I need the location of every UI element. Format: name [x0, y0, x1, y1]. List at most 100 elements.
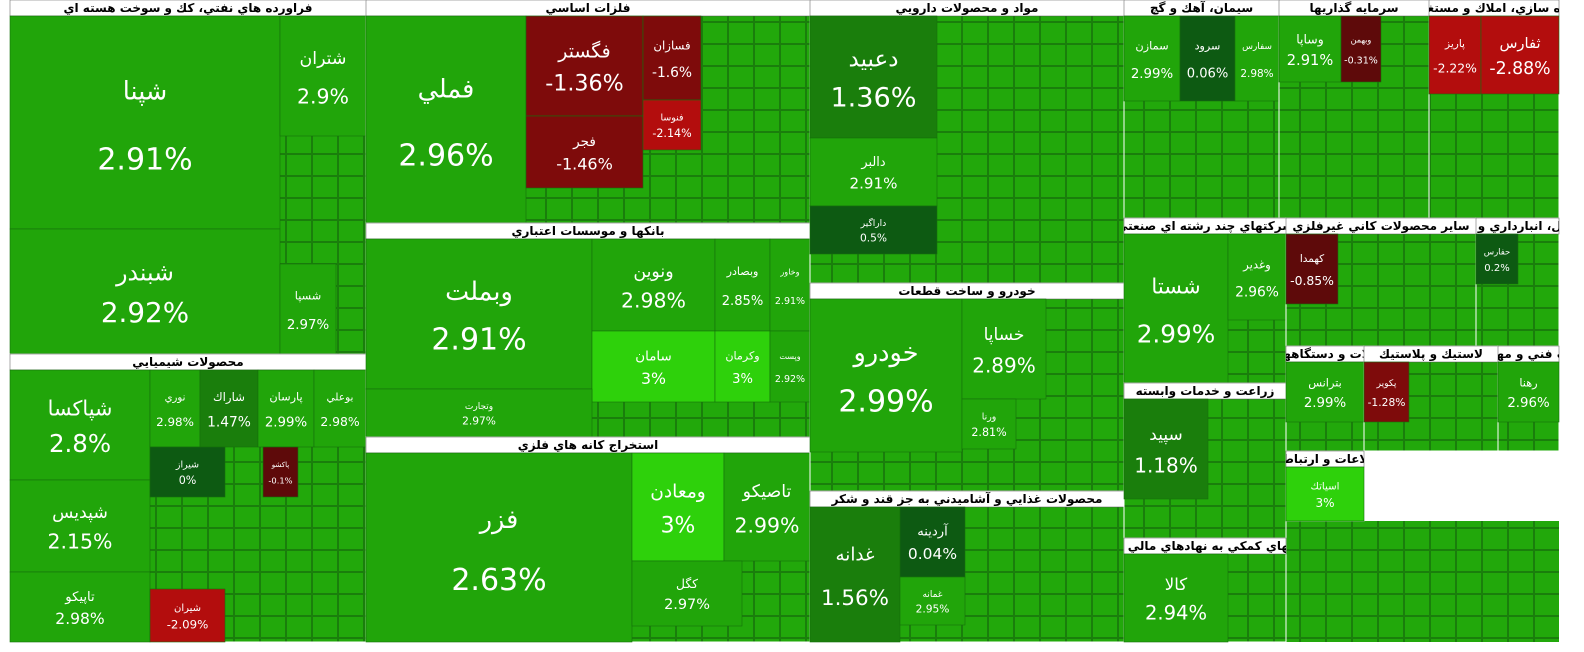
stock-name: فگستر — [557, 41, 610, 63]
stock-tile — [1123, 398, 1209, 500]
stock-name: وغدير — [1242, 257, 1271, 272]
stock-change: 2.96% — [1235, 284, 1279, 300]
stock-tile — [257, 369, 315, 448]
stock-change: 3% — [641, 369, 666, 388]
sector-title: محصولات غذايي و آشاميدني به جز قند و شكر — [831, 491, 1103, 507]
stock-tile — [809, 205, 938, 255]
stock-tile — [1497, 361, 1560, 423]
stock-name: فملي — [418, 75, 475, 105]
stock-tile — [1475, 233, 1519, 285]
sector-title: فلزات اساسي — [546, 1, 631, 15]
stock-name: ونوين — [633, 262, 673, 282]
sector-title: خودرو و ساخت قطعات — [898, 284, 1035, 299]
stock-change: 1.36% — [830, 82, 916, 113]
stock-change: 2.99% — [1131, 67, 1173, 82]
stock-tile — [1285, 361, 1365, 423]
stock-change: 2.97% — [462, 415, 496, 428]
stock-name: دالبر — [860, 155, 885, 170]
stock-name: پارسان — [269, 390, 302, 405]
stock-tile — [1340, 15, 1382, 83]
stock-name: شتران — [299, 49, 346, 69]
sector-title: استخراج كانه هاي فلزي — [518, 438, 659, 452]
stock-name: بوعلي — [327, 392, 354, 404]
stock-tile — [9, 571, 151, 643]
stock-tile — [1179, 15, 1236, 102]
stock-tile — [313, 369, 367, 448]
stock-tile — [279, 263, 337, 355]
sector: فراورده هاي نفتي، كك و سوخت هسته اي شپنا 2… — [9, 0, 367, 355]
stock-name: سامان — [635, 350, 671, 365]
stock-name: نوري — [165, 393, 186, 404]
stock-name: ومعادن — [650, 481, 706, 502]
stock-change: 2.96% — [398, 138, 493, 173]
stock-change: 2.98% — [320, 415, 360, 429]
stock-name: كهمدا — [1300, 253, 1324, 265]
sector: خدمات فني و مهندسي رهنا 2.96% — [1497, 345, 1560, 452]
stock-change: 2.95% — [916, 603, 950, 616]
stock-tile — [714, 330, 771, 403]
sector: محصولات غذايي و آشاميدني به جز قند و شكر… — [809, 490, 1125, 643]
sector-title: انبوه سازي، املاك و مستغلات — [1406, 1, 1581, 16]
stock-change: 2.99% — [1137, 319, 1216, 348]
sector-title: فعاليتهاي كمكي به نهادهاي مالي واسط — [1087, 539, 1322, 554]
stock-name: فسازان — [653, 39, 690, 54]
stock-change: 2.89% — [972, 354, 1036, 378]
stock-tile — [591, 330, 716, 403]
stock-change: 2.99% — [838, 385, 933, 420]
stock-name: سرود — [1195, 40, 1221, 53]
stock-tile — [899, 576, 966, 626]
stock-name: شپديس — [52, 503, 108, 523]
stock-tile — [769, 238, 811, 332]
stock-tile — [1123, 15, 1181, 102]
stock-change: 0.06% — [1187, 66, 1229, 81]
stock-change: -1.6% — [652, 65, 692, 81]
stock-tile — [1285, 233, 1339, 305]
stock-tile — [809, 15, 938, 139]
stock-name: وتجارت — [465, 402, 493, 412]
stock-change: -2.14% — [652, 127, 691, 140]
stock-name: دعبيد — [849, 46, 899, 72]
stock-name: سپيد — [1149, 425, 1182, 445]
sector: استخراج كانه هاي فلزي فزر 2.63% ومعادن 3% تاص… — [365, 436, 811, 643]
stock-tile — [809, 298, 963, 453]
sector: محصولات شيميايي شپاكسا 2.8% شپديس 2.15% تاپيك… — [9, 353, 367, 643]
stock-tile — [809, 137, 938, 207]
sector: خودرو و ساخت قطعات خودرو 2.99% خساپا 2.89% ور… — [809, 282, 1125, 492]
stock-tile — [279, 15, 367, 137]
stock-tile — [525, 15, 644, 117]
stock-name: سفارس — [1242, 42, 1272, 52]
stock-change: -2.88% — [1489, 59, 1550, 79]
stock-tile — [9, 479, 151, 573]
stock-tile — [1227, 233, 1287, 321]
stock-tile — [642, 99, 702, 151]
stock-tile — [1278, 15, 1342, 83]
stock-name: كالا — [1165, 575, 1188, 594]
stock-name: وبصادر — [726, 265, 759, 278]
sector: بانكها و موسسات اعتباري وبملت 2.91% ونوين 2.… — [365, 222, 811, 438]
sector-title: ماشين آلات و دستگاههاي برقي — [1232, 346, 1419, 362]
stock-change: -2.22% — [1433, 62, 1477, 76]
stock-change: 3% — [661, 513, 696, 538]
stock-name: داراگير — [860, 217, 886, 229]
sector: فعاليتهاي كمكي به نهادهاي مالي واسط كالا 2… — [1087, 537, 1322, 643]
stock-tile — [365, 15, 527, 224]
stock-name: پاريز — [1444, 38, 1465, 50]
stock-change: 2.9% — [297, 85, 349, 109]
stock-name: آردينه — [917, 523, 949, 540]
stock-tile — [9, 15, 281, 230]
stock-tile — [149, 369, 201, 448]
stock-change: 2.99% — [1304, 396, 1346, 411]
stock-tile — [525, 115, 644, 189]
sector: لاستيك و پلاستيك پكوير -1.28% — [1363, 345, 1499, 452]
stock-tile — [899, 506, 966, 578]
stock-tile — [631, 452, 725, 562]
stock-change: 2.97% — [287, 318, 329, 333]
sector-title: محصولات شيميايي — [132, 355, 243, 370]
sector: ساير محصولات كاني غيرفلزي كهمدا -0.85% — [1285, 217, 1477, 347]
stock-change: 2.91% — [97, 142, 192, 177]
stock-tile — [1123, 553, 1229, 643]
stock-change: 2.15% — [48, 530, 113, 554]
stock-change: 2.98% — [621, 289, 686, 313]
stock-name: فزر — [478, 505, 519, 535]
stock-change: 1.18% — [1134, 454, 1198, 478]
